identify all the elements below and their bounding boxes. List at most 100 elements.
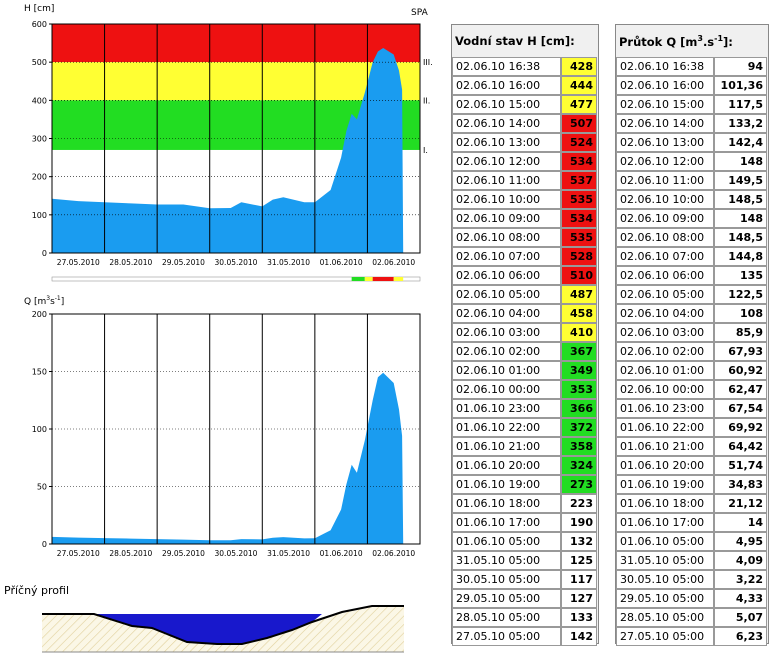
row-time: 02.06.10 06:00 bbox=[452, 266, 561, 285]
table-row: 02.06.10 16:00 444 bbox=[452, 76, 597, 95]
row-time: 01.06.10 21:00 bbox=[616, 437, 714, 456]
row-value: 535 bbox=[560, 190, 597, 209]
table-row: 02.06.10 13:00 142,4 bbox=[616, 133, 767, 152]
row-time: 28.05.10 05:00 bbox=[616, 608, 714, 627]
y-tick-label: 200 bbox=[32, 173, 47, 182]
row-value: 117,5 bbox=[713, 95, 767, 114]
row-time: 02.06.10 14:00 bbox=[452, 114, 561, 133]
table-row: 02.06.10 00:00 353 bbox=[452, 380, 597, 399]
row-time: 28.05.10 05:00 bbox=[452, 608, 561, 627]
x-tick-label: 29.05.2010 bbox=[162, 549, 205, 558]
row-value: 507 bbox=[560, 114, 597, 133]
table-row: 02.06.10 14:00 507 bbox=[452, 114, 597, 133]
table-row: 02.06.10 15:00 117,5 bbox=[616, 95, 767, 114]
row-time: 02.06.10 16:00 bbox=[616, 76, 714, 95]
table-row: 02.06.10 04:00 108 bbox=[616, 304, 767, 323]
y-tick-label: 600 bbox=[32, 20, 47, 29]
x-tick-label: 01.06.2010 bbox=[320, 258, 363, 267]
row-value: 133,2 bbox=[713, 114, 767, 133]
row-time: 27.05.10 05:00 bbox=[452, 627, 561, 646]
y-tick-label: 100 bbox=[32, 211, 47, 220]
discharge-table-title: Průtok Q [m3.s-1]: bbox=[619, 33, 733, 49]
row-time: 01.06.10 20:00 bbox=[616, 456, 714, 475]
row-time: 01.06.10 18:00 bbox=[452, 494, 561, 513]
x-tick-label: 31.05.2010 bbox=[267, 549, 310, 558]
row-value: 537 bbox=[560, 171, 597, 190]
row-value: 132 bbox=[560, 532, 597, 551]
x-tick-label: 27.05.2010 bbox=[57, 549, 100, 558]
band-label: II. bbox=[423, 96, 430, 105]
table-row: 02.06.10 02:00 367 bbox=[452, 342, 597, 361]
row-time: 01.06.10 18:00 bbox=[616, 494, 714, 513]
row-time: 02.06.10 04:00 bbox=[452, 304, 561, 323]
row-time: 01.06.10 21:00 bbox=[452, 437, 561, 456]
row-value: 190 bbox=[560, 513, 597, 532]
row-value: 108 bbox=[713, 304, 767, 323]
y-tick-label: 400 bbox=[32, 96, 47, 105]
table-row: 01.06.10 17:00 14 bbox=[616, 513, 767, 532]
table-row: 01.06.10 19:00 34,83 bbox=[616, 475, 767, 494]
status-strip-segment bbox=[364, 277, 373, 281]
table-row: 02.06.10 13:00 524 bbox=[452, 133, 597, 152]
water-level-table-title: Vodní stav H [cm]: bbox=[455, 34, 575, 48]
table-row: 31.05.10 05:00 125 bbox=[452, 551, 597, 570]
row-value: 127 bbox=[560, 589, 597, 608]
plot-frame bbox=[51, 313, 421, 545]
row-time: 02.06.10 16:00 bbox=[452, 76, 561, 95]
row-time: 02.06.10 10:00 bbox=[616, 190, 714, 209]
row-value: 62,47 bbox=[713, 380, 767, 399]
row-time: 02.06.10 14:00 bbox=[616, 114, 714, 133]
table-row: 02.06.10 06:00 510 bbox=[452, 266, 597, 285]
row-time: 02.06.10 16:38 bbox=[452, 57, 561, 76]
row-value: 142 bbox=[560, 627, 597, 646]
row-value: 21,12 bbox=[713, 494, 767, 513]
row-time: 02.06.10 02:00 bbox=[616, 342, 714, 361]
row-value: 510 bbox=[560, 266, 597, 285]
table-row: 02.06.10 07:00 528 bbox=[452, 247, 597, 266]
row-value: 223 bbox=[560, 494, 597, 513]
row-time: 02.06.10 09:00 bbox=[452, 209, 561, 228]
y-tick-label: 0 bbox=[42, 249, 47, 258]
row-value: 353 bbox=[560, 380, 597, 399]
x-tick-label: 28.05.2010 bbox=[109, 549, 152, 558]
row-value: 4,33 bbox=[713, 589, 767, 608]
table-row: 31.05.10 05:00 4,09 bbox=[616, 551, 767, 570]
table-row: 02.06.10 03:00 85,9 bbox=[616, 323, 767, 342]
row-value: 67,54 bbox=[713, 399, 767, 418]
table-row: 01.06.10 18:00 223 bbox=[452, 494, 597, 513]
y-tick-label: 100 bbox=[32, 425, 47, 434]
status-strip-segment bbox=[393, 277, 404, 281]
table-row: 02.06.10 12:00 148 bbox=[616, 152, 767, 171]
row-time: 01.06.10 05:00 bbox=[616, 532, 714, 551]
row-time: 31.05.10 05:00 bbox=[452, 551, 561, 570]
row-time: 02.06.10 01:00 bbox=[616, 361, 714, 380]
table-row: 02.06.10 06:00 135 bbox=[616, 266, 767, 285]
row-time: 01.06.10 05:00 bbox=[452, 532, 561, 551]
row-value: 34,83 bbox=[713, 475, 767, 494]
table-row: 01.06.10 22:00 69,92 bbox=[616, 418, 767, 437]
row-value: 125 bbox=[560, 551, 597, 570]
table-row: 01.06.10 20:00 324 bbox=[452, 456, 597, 475]
table-row: 02.06.10 01:00 60,92 bbox=[616, 361, 767, 380]
row-time: 02.06.10 12:00 bbox=[452, 152, 561, 171]
table-row: 02.06.10 10:00 148,5 bbox=[616, 190, 767, 209]
row-time: 01.06.10 19:00 bbox=[452, 475, 561, 494]
band-2 bbox=[52, 62, 420, 101]
x-tick-label: 31.05.2010 bbox=[267, 258, 310, 267]
table-row: 01.06.10 21:00 358 bbox=[452, 437, 597, 456]
row-time: 02.06.10 01:00 bbox=[452, 361, 561, 380]
x-tick-label: 29.05.2010 bbox=[162, 258, 205, 267]
row-value: 64,42 bbox=[713, 437, 767, 456]
x-tick-label: 02.06.2010 bbox=[372, 258, 415, 267]
table-row: 02.06.10 08:00 535 bbox=[452, 228, 597, 247]
table-row: 01.06.10 19:00 273 bbox=[452, 475, 597, 494]
h-axis-title: H [cm] bbox=[24, 4, 55, 14]
row-value: 135 bbox=[713, 266, 767, 285]
row-time: 02.06.10 08:00 bbox=[452, 228, 561, 247]
table-row: 27.05.10 05:00 6,23 bbox=[616, 627, 767, 646]
table-row: 02.06.10 08:00 148,5 bbox=[616, 228, 767, 247]
row-time: 02.06.10 15:00 bbox=[616, 95, 714, 114]
row-time: 30.05.10 05:00 bbox=[616, 570, 714, 589]
table-row: 01.06.10 23:00 67,54 bbox=[616, 399, 767, 418]
row-time: 02.06.10 12:00 bbox=[616, 152, 714, 171]
